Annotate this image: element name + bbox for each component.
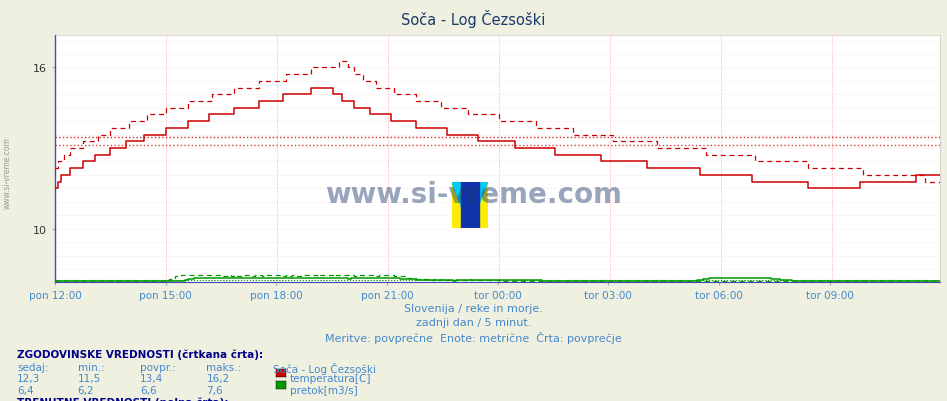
Text: zadnji dan / 5 minut.: zadnji dan / 5 minut. xyxy=(416,317,531,327)
Polygon shape xyxy=(461,182,479,229)
Text: www.si-vreme.com: www.si-vreme.com xyxy=(3,137,12,208)
Text: Soča - Log Čezsoški: Soča - Log Čezsoški xyxy=(273,362,376,374)
Text: ZGODOVINSKE VREDNOSTI (črtkana črta):: ZGODOVINSKE VREDNOSTI (črtkana črta): xyxy=(17,349,263,359)
Text: 13,4: 13,4 xyxy=(140,373,164,383)
Text: 6,2: 6,2 xyxy=(78,385,95,395)
Text: povpr.:: povpr.: xyxy=(140,362,176,372)
Text: temperatura[C]: temperatura[C] xyxy=(290,373,371,383)
Text: pretok[m3/s]: pretok[m3/s] xyxy=(290,385,358,395)
Text: 11,5: 11,5 xyxy=(78,373,101,383)
Text: 6,4: 6,4 xyxy=(17,385,34,395)
Polygon shape xyxy=(452,182,488,229)
Text: sedaj:: sedaj: xyxy=(17,362,48,372)
Text: Soča - Log Čezsoški: Soča - Log Čezsoški xyxy=(402,10,545,28)
Text: Slovenija / reke in morje.: Slovenija / reke in morje. xyxy=(404,303,543,313)
Text: 12,3: 12,3 xyxy=(17,373,41,383)
Polygon shape xyxy=(452,182,488,229)
Text: 6,6: 6,6 xyxy=(140,385,157,395)
Text: 7,6: 7,6 xyxy=(206,385,223,395)
Text: www.si-vreme.com: www.si-vreme.com xyxy=(325,180,622,209)
Text: maks.:: maks.: xyxy=(206,362,241,372)
Text: min.:: min.: xyxy=(78,362,104,372)
Text: TRENUTNE VREDNOSTI (polna črta):: TRENUTNE VREDNOSTI (polna črta): xyxy=(17,397,228,401)
Text: Meritve: povprečne  Enote: metrične  Črta: povprečje: Meritve: povprečne Enote: metrične Črta:… xyxy=(325,331,622,343)
Text: 16,2: 16,2 xyxy=(206,373,230,383)
